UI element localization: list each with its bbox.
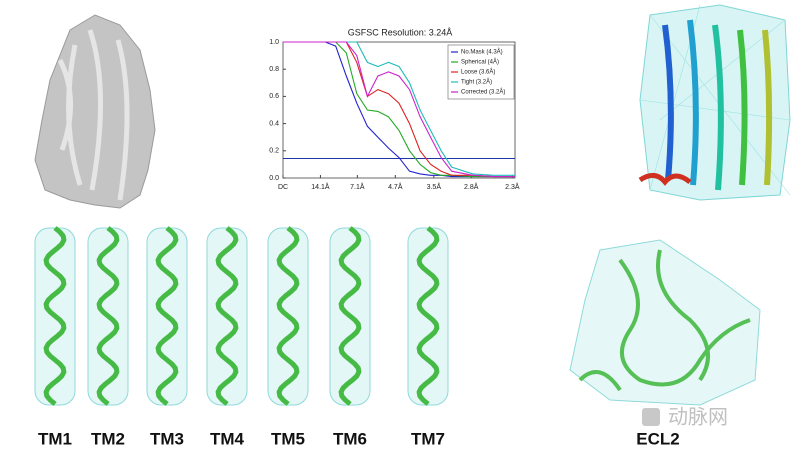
ecl2-model: [569, 239, 761, 406]
helix-label: TM2: [91, 429, 125, 448]
x-tick-label: DC: [278, 184, 288, 191]
fsc-curve: [283, 41, 515, 178]
helix-label: TM7: [411, 429, 445, 448]
x-tick-label: 4.7Å: [388, 182, 403, 191]
watermark-logo: [642, 408, 660, 426]
fsc-curve: [283, 41, 515, 178]
x-tick-label: 2.3Å: [505, 182, 520, 191]
density-map: [34, 14, 156, 209]
y-tick-label: 0.6: [269, 93, 279, 100]
helix: [155, 226, 179, 406]
y-tick-label: 1.0: [269, 39, 279, 46]
helix-label: TM3: [150, 429, 184, 448]
legend-label: Corrected (3.2Å): [461, 89, 505, 96]
helix-label: TM1: [38, 429, 72, 448]
helix: [96, 226, 120, 406]
legend-box: [447, 44, 515, 100]
helix: [276, 226, 300, 406]
legend-label: Loose (3.6Å): [461, 69, 495, 76]
chart-title: GSFSC Resolution: 3.24Å: [348, 27, 453, 37]
y-tick-label: 0.8: [269, 66, 279, 73]
legend-label: No.Mask (4.3Å): [461, 49, 503, 56]
helix-label: TM5: [271, 429, 305, 448]
y-tick-label: 0.2: [269, 148, 279, 155]
x-tick-label: 14.1Å: [311, 182, 330, 191]
helix-label: TM4: [210, 429, 245, 448]
helix: [43, 226, 67, 406]
loop-label: ECL2: [636, 429, 679, 448]
watermark: 动脉网: [668, 405, 728, 428]
x-tick-label: 3.5Å: [427, 182, 442, 191]
x-tick-label: 7.1Å: [350, 182, 365, 191]
y-tick-label: 0.4: [269, 120, 279, 127]
helix: [215, 226, 239, 406]
y-tick-label: 0.0: [269, 175, 279, 182]
x-tick-label: 2.8Å: [464, 182, 479, 191]
helix: [338, 226, 362, 406]
helix-label: TM6: [333, 429, 367, 448]
legend-label: Spherical (4Å): [461, 59, 499, 66]
legend-label: Tight (3.2Å): [461, 79, 492, 86]
helix: [416, 226, 440, 406]
receptor-model: [638, 4, 791, 201]
